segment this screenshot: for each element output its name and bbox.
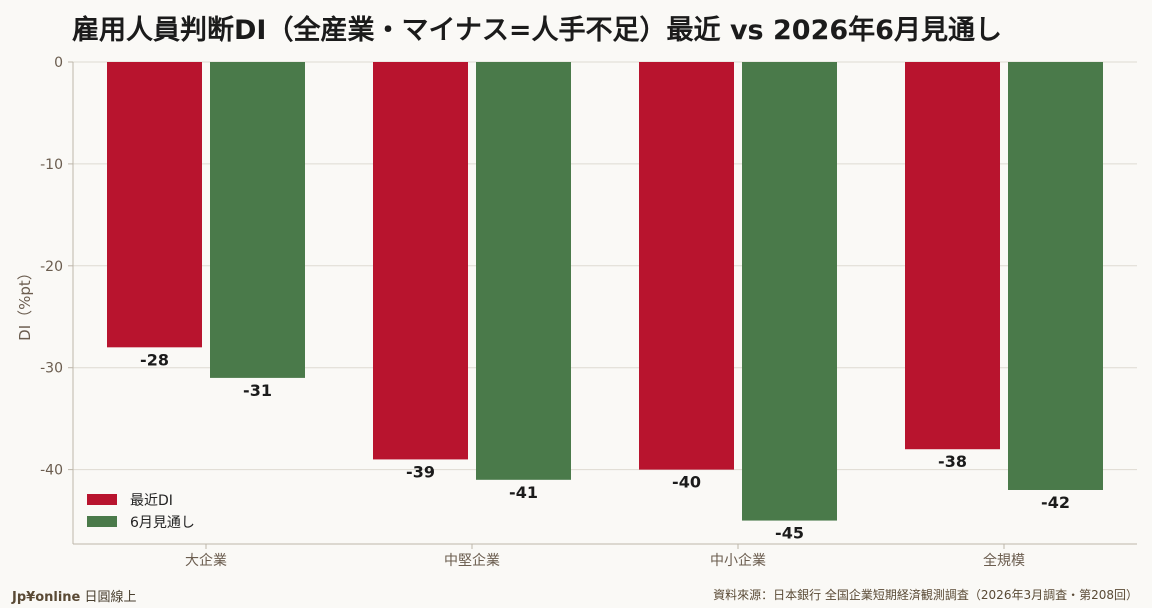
y-axis-label: DI（%pt） bbox=[16, 265, 34, 341]
brand-subtitle: 日圓線上 bbox=[80, 590, 137, 605]
chart-title: 雇用人員判断DI（全産業・マイナス=人手不足）最近 vs 2026年6月見通し bbox=[72, 15, 1002, 46]
bar-recent bbox=[373, 62, 468, 460]
y-tick-label: -20 bbox=[40, 259, 63, 275]
y-tick-label: -10 bbox=[40, 157, 63, 173]
data-label: -38 bbox=[938, 452, 967, 471]
legend: 最近DI 6月見通し bbox=[87, 493, 195, 531]
legend-swatch bbox=[87, 516, 117, 527]
y-tick-label: -40 bbox=[40, 463, 63, 479]
data-label: -31 bbox=[243, 381, 272, 400]
data-label: -45 bbox=[775, 524, 804, 543]
source-note: 資料來源：日本銀行 全国企業短期経済観測調査（2026年3月調査・第208回） bbox=[713, 588, 1138, 602]
data-label: -28 bbox=[140, 350, 169, 369]
data-labels: -28 -31 -39 -41 -40 -45 -38 -42 bbox=[140, 350, 1070, 542]
brand-name: Jp¥online bbox=[12, 590, 81, 605]
bar-forecast bbox=[476, 62, 571, 480]
data-label: -41 bbox=[509, 483, 538, 502]
legend-label: 最近DI bbox=[130, 493, 173, 509]
axes: 0 -10 -20 -30 -40 DI（%pt） 大企業 中堅企業 中小企業 全規模 bbox=[16, 55, 1137, 569]
y-tick-label: -30 bbox=[40, 361, 63, 377]
y-tick-label: 0 bbox=[54, 55, 63, 71]
data-label: -40 bbox=[672, 473, 701, 492]
bar-forecast bbox=[742, 62, 837, 521]
data-label: -39 bbox=[406, 462, 435, 481]
legend-swatch bbox=[87, 494, 117, 505]
category-label: 大企業 bbox=[185, 552, 227, 569]
bar-recent bbox=[639, 62, 734, 470]
category-label: 中堅企業 bbox=[444, 552, 500, 569]
category-label: 中小企業 bbox=[710, 552, 766, 569]
brand-logo: Jp¥online 日圓線上 bbox=[12, 586, 137, 605]
bar-forecast bbox=[210, 62, 305, 378]
category-label: 全規模 bbox=[983, 552, 1025, 569]
bar-recent bbox=[107, 62, 202, 348]
bar-forecast bbox=[1008, 62, 1103, 490]
data-label: -42 bbox=[1041, 493, 1070, 512]
bars bbox=[107, 62, 1103, 521]
legend-label: 6月見通し bbox=[130, 515, 195, 531]
bar-recent bbox=[905, 62, 1000, 450]
